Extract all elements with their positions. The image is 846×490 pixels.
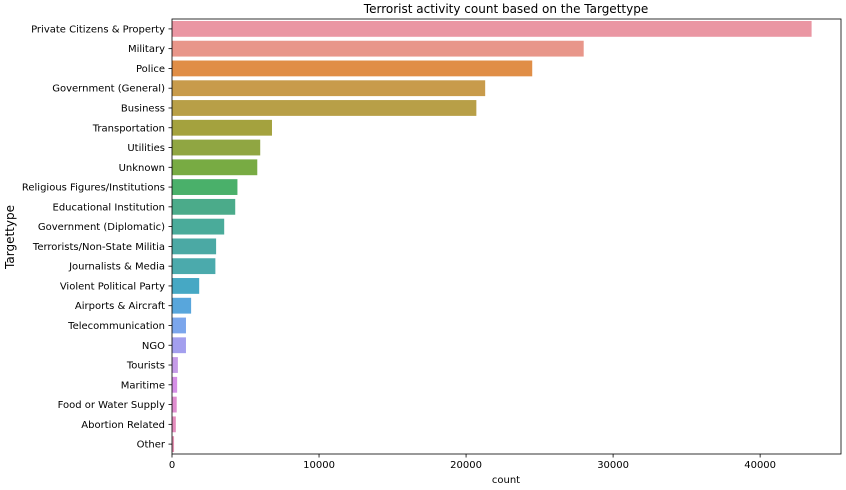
x-tick-labels: 0 10000 20000 30000 40000 xyxy=(169,454,776,471)
x-tick-label: 20000 xyxy=(450,460,482,471)
y-tick-label: Private Citizens & Property xyxy=(31,24,165,35)
y-tick-label: Tourists xyxy=(126,361,165,372)
bar xyxy=(172,297,192,314)
y-tick-label: Military xyxy=(128,44,165,55)
bar xyxy=(172,139,261,156)
bar xyxy=(172,357,178,373)
bar xyxy=(172,258,216,275)
bar xyxy=(172,337,186,354)
bar xyxy=(172,159,258,176)
bar xyxy=(172,20,812,37)
bar xyxy=(172,238,217,255)
bar xyxy=(172,80,486,97)
bar xyxy=(172,60,533,77)
bar xyxy=(172,416,176,433)
plot-frame xyxy=(171,18,842,455)
y-tick-label: Educational Institution xyxy=(53,202,165,213)
bar xyxy=(172,179,238,195)
y-tick-label: Airports & Aircraft xyxy=(75,301,165,312)
y-tick-label: Business xyxy=(121,103,165,114)
y-tick-label: Unknown xyxy=(119,163,165,174)
bar xyxy=(172,218,225,235)
y-tick-label: Transportation xyxy=(92,123,165,134)
chart-title: Terrorist activity count based on the Ta… xyxy=(363,2,648,16)
bar xyxy=(172,198,236,215)
y-tick-label: Other xyxy=(137,440,166,451)
y-tick-label: Abortion Related xyxy=(81,420,165,431)
bar xyxy=(172,317,186,334)
x-axis-label: count xyxy=(492,475,520,486)
y-tick-label: Government (General) xyxy=(52,84,165,95)
y-tick-label: Government (Diplomatic) xyxy=(38,222,165,233)
y-tick-label: Telecommunication xyxy=(67,321,165,332)
y-tick-label: Police xyxy=(136,64,165,75)
y-tick-labels: Private Citizens & Property Military Polic… xyxy=(22,24,172,451)
x-tick-label: 40000 xyxy=(744,460,776,471)
bar xyxy=(172,376,178,393)
bar xyxy=(172,396,177,413)
bar xyxy=(172,119,272,136)
x-tick-label: 30000 xyxy=(597,460,629,471)
y-tick-label: Food or Water Supply xyxy=(58,400,165,411)
y-tick-label: Journalists & Media xyxy=(68,262,165,273)
bar xyxy=(172,278,200,294)
x-tick-label: 0 xyxy=(169,460,175,471)
y-tick-label: NGO xyxy=(142,341,165,352)
bar xyxy=(172,436,175,453)
x-tick-label: 10000 xyxy=(303,460,335,471)
y-tick-label: Religious Figures/Institutions xyxy=(22,183,165,194)
bars-layer xyxy=(172,20,812,453)
bar xyxy=(172,40,584,57)
bar xyxy=(172,100,477,116)
y-axis-label: Targettype xyxy=(3,205,17,270)
y-tick-label: Utilities xyxy=(127,143,165,154)
y-tick-label: Maritime xyxy=(121,380,165,391)
y-tick-label: Violent Political Party xyxy=(60,281,165,292)
y-tick-label: Terrorists/Non-State Militia xyxy=(32,242,165,253)
